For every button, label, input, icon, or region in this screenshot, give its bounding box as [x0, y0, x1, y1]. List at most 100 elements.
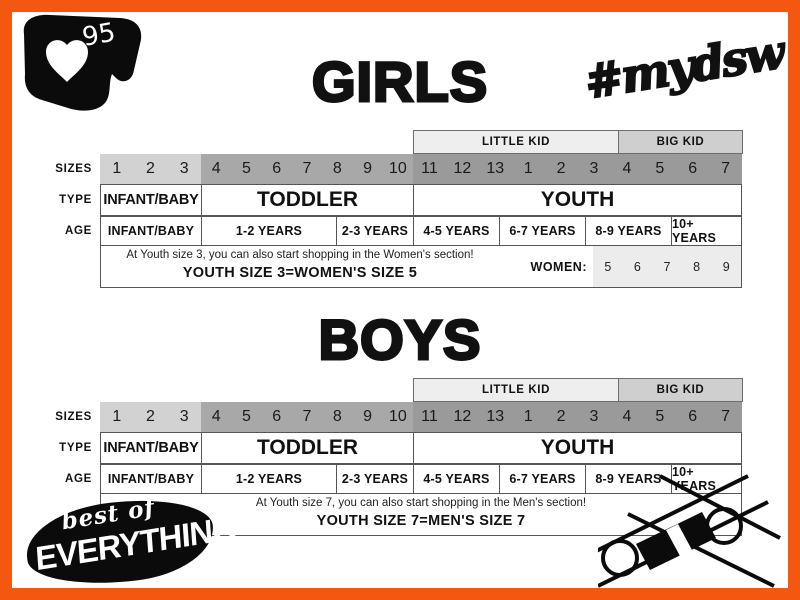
women-size-cell: 7: [663, 259, 671, 274]
size-cell: 10: [388, 160, 407, 177]
age-cell: 6-7 YEARS: [499, 464, 585, 494]
size-cell: 2: [556, 160, 566, 177]
size-cell: 2: [556, 408, 566, 425]
age-cell: INFANT/BABY: [100, 464, 201, 494]
boys-age-row: AGE INFANT/BABY 1-2 YEARS 2-3 YEARS 4-5 …: [12, 464, 788, 494]
boys-age-row-body: INFANT/BABY 1-2 YEARS 2-3 YEARS 4-5 YEAR…: [100, 464, 742, 494]
girls-size-chart: LITTLE KID BIG KID SIZES 1 2 3 4 5: [12, 130, 788, 288]
size-cell: 6: [688, 408, 698, 425]
size-cell: 4: [622, 160, 632, 177]
age-cell: 8-9 YEARS: [585, 464, 671, 494]
boys-size-chart: LITTLE KID BIG KID SIZES 1 2 3 4 5: [12, 378, 788, 536]
women-size-cell: 6: [633, 259, 641, 274]
cassette-window-stripe: [666, 524, 692, 556]
girls-type-row: TYPE INFANT/BABY TODDLER YOUTH: [12, 184, 788, 216]
page-title-boys: BOYS: [317, 307, 482, 373]
girls-sizes-band-infant: 1 2 3: [100, 154, 201, 184]
age-cell: 1-2 YEARS: [201, 216, 336, 246]
girls-type-row-body: INFANT/BABY TODDLER YOUTH: [100, 184, 742, 216]
size-cell: 12: [453, 160, 472, 177]
size-cell: 3: [179, 160, 189, 177]
age-cell: 4-5 YEARS: [413, 464, 499, 494]
size-cell: 3: [179, 408, 189, 425]
size-cell: 1: [112, 408, 122, 425]
heart-icon: [46, 40, 88, 82]
size-cell: 13: [486, 160, 505, 177]
size-cell: 11: [421, 408, 438, 425]
type-cell: INFANT/BABY: [100, 184, 201, 216]
girls-sizes-row-body: 1 2 3 4 5 6 7 8 9 10 11: [100, 154, 742, 184]
girls-age-row: AGE INFANT/BABY 1-2 YEARS 2-3 YEARS 4-5 …: [12, 216, 788, 246]
size-cell: 10: [388, 408, 407, 425]
girls-kid-band-row: LITTLE KID BIG KID: [413, 130, 743, 154]
size-cell: 7: [302, 160, 312, 177]
size-cell: 4: [211, 160, 221, 177]
page-title-girls: GIRLS: [310, 49, 489, 115]
boys-sizes-band-youth: 11 12 13 1 2 3 4 5 6 7: [413, 402, 742, 432]
size-cell: 1: [523, 408, 533, 425]
boys-sizes-row-body: 1 2 3 4 5 6 7 8 9 10 11: [100, 402, 742, 432]
girls-sizes-row: SIZES 1 2 3 4 5 6 7 8 9 10: [12, 154, 788, 184]
girls-note-row: At Youth size 3, you can also start shop…: [100, 246, 742, 288]
size-cell: 2: [146, 408, 155, 425]
women-size-cell: 9: [722, 259, 730, 274]
size-cell: 8: [332, 408, 342, 425]
girls-sizes-band-toddler: 4 5 6 7 8 9 10: [201, 154, 413, 184]
heart-like-badge: 95: [16, 12, 146, 124]
size-cell: 4: [211, 408, 221, 425]
girls-sizes-band-youth: 11 12 13 1 2 3 4 5 6 7: [413, 154, 742, 184]
boys-sizes-row: SIZES 1 2 3 4 5 6 7 8 9 10: [12, 402, 788, 432]
boys-little-kid-band: LITTLE KID: [413, 378, 619, 402]
women-conversion-label: WOMEN:: [530, 259, 587, 274]
age-cell: 2-3 YEARS: [336, 464, 413, 494]
boys-type-row-label: TYPE: [59, 442, 92, 454]
size-cell: 6: [272, 160, 282, 177]
type-cell: YOUTH: [413, 432, 742, 464]
boys-note-line-1: At Youth size 7, you can also start shop…: [255, 497, 587, 509]
boys-sizes-band-infant: 1 2 3: [100, 402, 201, 432]
badge-count: 95: [80, 18, 118, 53]
boys-type-row-body: INFANT/BABY TODDLER YOUTH: [100, 432, 742, 464]
girls-women-conversion: WOMEN: 5 6 7 8 9: [531, 246, 741, 287]
age-cell: 6-7 YEARS: [499, 216, 585, 246]
age-cell: 10+ YEARS: [671, 216, 742, 246]
women-size-cell: 8: [693, 259, 701, 274]
girls-note-line-1: At Youth size 3, you can also start shop…: [126, 249, 474, 261]
boys-little-kid-label: LITTLE KID: [482, 384, 550, 396]
size-cell: 6: [688, 160, 698, 177]
size-cell: 1: [112, 160, 122, 177]
type-cell: YOUTH: [413, 184, 742, 216]
size-cell: 9: [363, 408, 372, 425]
size-cell: 5: [241, 408, 251, 425]
size-cell: 9: [363, 160, 372, 177]
type-cell: TODDLER: [201, 184, 413, 216]
boys-big-kid-label: BIG KID: [656, 384, 705, 396]
boys-sizes-band-toddler: 4 5 6 7 8 9 10: [201, 402, 413, 432]
type-cell: INFANT/BABY: [100, 432, 201, 464]
girls-big-kid-band: BIG KID: [618, 130, 743, 154]
size-cell: 7: [721, 408, 731, 425]
boys-note-line-2: YOUTH SIZE 7=MEN'S SIZE 7: [316, 513, 526, 529]
girls-age-row-body: INFANT/BABY 1-2 YEARS 2-3 YEARS 4-5 YEAR…: [100, 216, 742, 246]
size-cell: 12: [453, 408, 472, 425]
boys-sizes-row-label: SIZES: [55, 411, 92, 423]
girls-little-kid-label: LITTLE KID: [482, 136, 550, 148]
girls-little-kid-band: LITTLE KID: [413, 130, 619, 154]
size-cell: 3: [589, 408, 599, 425]
size-cell: 5: [655, 160, 665, 177]
age-cell: 1-2 YEARS: [201, 464, 336, 494]
age-cell: 2-3 YEARS: [336, 216, 413, 246]
age-cell: 4-5 YEARS: [413, 216, 499, 246]
age-cell: INFANT/BABY: [100, 216, 201, 246]
boys-big-kid-band: BIG KID: [618, 378, 743, 402]
boys-type-row: TYPE INFANT/BABY TODDLER YOUTH: [12, 432, 788, 464]
size-cell: 7: [302, 408, 312, 425]
age-cell: 8-9 YEARS: [585, 216, 671, 246]
women-conversion-box: 5 6 7 8 9: [593, 246, 741, 287]
size-cell: 13: [486, 408, 505, 425]
boys-kid-band-row: LITTLE KID BIG KID: [413, 378, 743, 402]
size-cell: 11: [421, 160, 438, 177]
type-cell: TODDLER: [201, 432, 413, 464]
women-size-cell: 5: [604, 259, 612, 274]
girls-sizes-row-label: SIZES: [55, 163, 92, 175]
